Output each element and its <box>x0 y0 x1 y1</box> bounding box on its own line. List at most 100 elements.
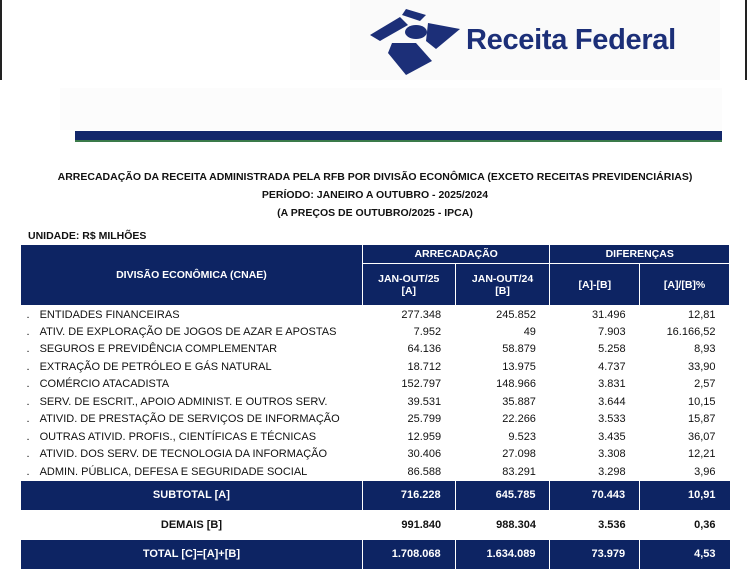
cell-difference: 31.496 <box>591 308 626 321</box>
division-name: OUTRAS ATIVID. PROFIS., CIENTÍFICAS E TÉ… <box>39 430 317 443</box>
cell-jan-out-25: 30.406 <box>407 448 442 461</box>
table-row: . EXTRAÇÃO DE PETRÓLEO E GÁS NATURAL 18.71… <box>21 358 730 376</box>
cell-jan-out-24: 245.852 <box>496 308 536 321</box>
bullet: . <box>26 430 30 443</box>
receita-logo-icon <box>370 9 460 75</box>
cell-jan-out-25: 152.797 <box>401 378 442 391</box>
col-b-label: JAN-OUT/24 <box>471 272 534 285</box>
cell-difference: 70.443 <box>549 480 640 510</box>
header-diferencas: DIFERENÇAS <box>549 244 730 264</box>
division-name: SERV. DE ESCRIT., APOIO ADMINIST. E OUTR… <box>39 395 328 408</box>
cell-percent: 15,87 <box>687 413 716 426</box>
table-row: . ATIV. DE EXPLORAÇÃO DE JOGOS DE AZAR E … <box>21 323 730 341</box>
cell-jan-out-25: 716.228 <box>361 480 456 510</box>
cell-difference: 3.298 <box>598 465 626 478</box>
cell-jan-out-24: 13.975 <box>502 360 536 373</box>
cell-jan-out-24: 58.879 <box>502 343 536 356</box>
table-row: . COMÉRCIO ATACADISTA 152.797 148.966 3.831 2… <box>21 376 730 394</box>
cell-jan-out-24: 22.266 <box>502 413 536 426</box>
division-name: EXTRAÇÃO DE PETRÓLEO E GÁS NATURAL <box>39 360 272 373</box>
cell-percent: 36,07 <box>687 430 716 443</box>
cell-difference: 3.644 <box>598 395 626 408</box>
cell-difference: 73.979 <box>549 539 640 569</box>
division-name: ATIVID. DE PRESTAÇÃO DE SERVIÇOS DE INFO… <box>39 413 340 426</box>
cell-difference: 3.308 <box>598 448 626 461</box>
division-name: COMÉRCIO ATACADISTA <box>39 378 170 391</box>
header-bar <box>75 131 722 142</box>
division-name: ATIVID. DOS SERV. DE TECNOLOGIA DA INFOR… <box>39 448 328 461</box>
frame-line-left <box>0 0 2 80</box>
cell-name: . SERV. DE ESCRIT., APOIO ADMINIST. E OUT… <box>21 393 363 411</box>
table-row: . SEGUROS E PREVIDÊNCIA COMPLEMENTAR 64.13… <box>21 341 730 359</box>
cell-name: DEMAIS [B] <box>160 518 222 531</box>
table-row: DEMAIS [B] 991.840 988.304 3.536 0,36 <box>21 510 730 540</box>
cell-jan-out-25: 991.840 <box>401 518 442 531</box>
table-row: . ADMIN. PÚBLICA, DEFESA E SEGURIDADE SOC… <box>21 463 730 481</box>
bullet: . <box>26 413 30 426</box>
header-diff: [A]-[B] <box>549 263 641 306</box>
cell-jan-out-25: 39.531 <box>407 395 442 408</box>
cell-jan-out-25: 25.799 <box>407 413 442 426</box>
cell-jan-out-25: 12.959 <box>407 430 442 443</box>
cell-jan-out-25: 64.136 <box>407 343 442 356</box>
cell-percent: 10,91 <box>639 480 730 510</box>
cell-name: . ADMIN. PÚBLICA, DEFESA E SEGURIDADE SOC… <box>21 463 363 481</box>
division-name: ADMIN. PÚBLICA, DEFESA E SEGURIDADE SOCI… <box>39 465 308 478</box>
division-name: ENTIDADES FINANCEIRAS <box>39 308 180 321</box>
unit-label: UNIDADE: R$ MILHÕES <box>28 230 147 242</box>
header-col-b: JAN-OUT/24 [B] <box>454 263 551 306</box>
cell-difference: 7.903 <box>598 325 626 338</box>
bullet: . <box>26 343 30 356</box>
cell-percent: 33,90 <box>687 360 716 373</box>
cell-jan-out-24: 83.291 <box>502 465 536 478</box>
bullet: . <box>26 395 30 408</box>
cell-jan-out-24: 645.785 <box>454 480 550 510</box>
header-area <box>60 88 722 130</box>
cell-jan-out-24: 1.634.089 <box>454 539 550 569</box>
cell-difference: 3.536 <box>598 518 626 531</box>
cell-percent: 12,81 <box>687 308 716 321</box>
table-row: SUBTOTAL [A] 716.228 645.785 70.443 10,91 <box>20 480 730 510</box>
cell-name: . ENTIDADES FINANCEIRAS <box>21 306 363 324</box>
cell-name: . COMÉRCIO ATACADISTA <box>21 376 363 394</box>
cell-jan-out-24: 49 <box>523 325 536 338</box>
cell-percent: 10,15 <box>687 395 716 408</box>
cell-percent: 8,93 <box>694 343 716 356</box>
cell-difference: 5.258 <box>598 343 626 356</box>
bullet: . <box>26 360 30 373</box>
table-row: . OUTRAS ATIVID. PROFIS., CIENTÍFICAS E T… <box>21 428 730 446</box>
col-b-tag: [B] <box>495 284 510 297</box>
cell-difference: 3.435 <box>598 430 626 443</box>
table-row: . ATIVID. DE PRESTAÇÃO DE SERVIÇOS DE INF… <box>21 411 730 429</box>
cell-name: . ATIVID. DE PRESTAÇÃO DE SERVIÇOS DE INF… <box>21 411 363 429</box>
cell-name: SUBTOTAL [A] <box>20 480 363 510</box>
brand-name: Receita Federal <box>466 23 676 56</box>
report-title: ARRECADAÇÃO DA RECEITA ADMINISTRADA PELA… <box>57 171 693 183</box>
cell-name: . ATIVID. DOS SERV. DE TECNOLOGIA DA INFO… <box>21 446 363 464</box>
bullet: . <box>26 308 30 321</box>
cell-jan-out-24: 988.304 <box>496 518 536 531</box>
bullet: . <box>26 378 30 391</box>
cell-percent: 16.166,52 <box>666 325 716 338</box>
header-pct: [A]/[B]% <box>639 263 730 306</box>
cell-jan-out-25: 86.588 <box>407 465 442 478</box>
table-row: . ENTIDADES FINANCEIRAS 277.348 245.852 31.4… <box>21 306 730 324</box>
revenue-table: DIVISÃO ECONÔMICA (CNAE) ARRECADAÇÃO DIF… <box>20 244 730 569</box>
col-a-label: JAN-OUT/25 <box>378 272 440 285</box>
col-a-tag: [A] <box>401 284 417 297</box>
table-row: . SERV. DE ESCRIT., APOIO ADMINIST. E OUT… <box>21 393 730 411</box>
cell-name: . EXTRAÇÃO DE PETRÓLEO E GÁS NATURAL <box>21 358 363 376</box>
cell-difference: 3.831 <box>598 378 626 391</box>
cell-name: . OUTRAS ATIVID. PROFIS., CIENTÍFICAS E T… <box>21 428 363 446</box>
cell-jan-out-25: 1.708.068 <box>361 539 456 569</box>
cell-percent: 2,57 <box>694 378 716 391</box>
table-row: . ATIVID. DOS SERV. DE TECNOLOGIA DA INFO… <box>21 446 730 464</box>
cell-difference: 4.737 <box>598 360 626 373</box>
cell-percent: 4,53 <box>639 539 730 569</box>
receita-federal-logo: Receita Federal <box>350 0 720 80</box>
header-col-a: JAN-OUT/25 [A] <box>361 263 456 306</box>
bullet: . <box>26 325 30 338</box>
bullet: . <box>26 448 30 461</box>
header-arrecadacao: ARRECADAÇÃO <box>361 244 551 264</box>
frame-line-right <box>745 0 747 80</box>
